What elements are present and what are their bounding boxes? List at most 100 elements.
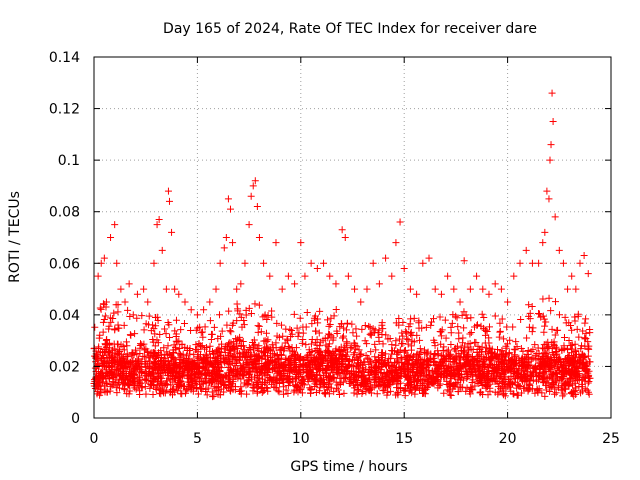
data-point: [273, 332, 281, 340]
data-point: [360, 371, 368, 379]
data-point: [523, 376, 531, 384]
data-point: [584, 379, 592, 387]
data-point: [238, 367, 246, 375]
data-point: [392, 391, 400, 399]
data-point: [316, 355, 324, 363]
data-point: [100, 382, 108, 390]
data-point: [467, 314, 475, 322]
data-point: [177, 363, 185, 371]
y-tick-label: 0: [71, 411, 80, 427]
data-point: [586, 329, 594, 337]
data-point: [427, 321, 435, 329]
data-point: [515, 382, 523, 390]
data-point: [467, 365, 475, 373]
data-point: [359, 387, 367, 395]
y-tick-label: 0.14: [49, 50, 80, 66]
data-point: [458, 347, 466, 355]
data-point: [158, 246, 166, 254]
data-point: [157, 356, 165, 364]
data-point: [541, 392, 549, 400]
data-point: [454, 366, 462, 374]
data-point: [138, 312, 146, 320]
data-point: [283, 335, 291, 343]
data-point: [539, 295, 547, 303]
data-point: [462, 360, 470, 368]
data-point: [221, 349, 229, 357]
data-point: [320, 259, 328, 267]
data-point: [357, 350, 365, 358]
data-point: [478, 343, 486, 351]
data-point: [560, 390, 568, 398]
data-point: [257, 384, 265, 392]
data-point: [237, 341, 245, 349]
data-point: [153, 221, 161, 229]
data-point: [170, 349, 178, 357]
data-point: [510, 361, 518, 369]
data-point: [535, 385, 543, 393]
data-point: [335, 390, 343, 398]
data-point: [187, 376, 195, 384]
data-point: [131, 330, 139, 338]
data-point: [571, 313, 579, 321]
data-point: [276, 375, 284, 383]
data-point: [110, 309, 118, 317]
data-point: [422, 357, 430, 365]
data-point: [243, 349, 251, 357]
data-point: [412, 357, 420, 365]
data-point: [242, 311, 250, 319]
data-point: [450, 285, 458, 293]
data-point: [561, 368, 569, 376]
data-point: [164, 319, 172, 327]
data-point: [338, 362, 346, 370]
data-point: [395, 349, 403, 357]
data-point: [105, 349, 113, 357]
data-point: [314, 319, 322, 327]
data-point: [536, 359, 544, 367]
data-point: [108, 353, 116, 361]
data-point: [249, 364, 257, 372]
data-point: [462, 367, 470, 375]
data-point: [406, 285, 414, 293]
data-point: [309, 369, 317, 377]
data-point: [470, 368, 478, 376]
data-point: [545, 294, 553, 302]
data-point: [555, 311, 563, 319]
data-point: [525, 353, 533, 361]
data-point: [327, 332, 335, 340]
data-point: [101, 312, 109, 320]
data-point: [540, 328, 548, 336]
data-point: [340, 324, 348, 332]
data-point: [278, 321, 286, 329]
data-point: [228, 321, 236, 329]
data-point: [496, 328, 504, 336]
data-point: [550, 379, 558, 387]
data-point: [282, 325, 290, 333]
data-point: [419, 389, 427, 397]
data-point: [538, 355, 546, 363]
data-point: [246, 353, 254, 361]
data-point: [531, 389, 539, 397]
data-point: [478, 310, 486, 318]
data-point: [364, 368, 372, 376]
data-point: [241, 259, 249, 267]
data-point: [506, 336, 514, 344]
data-point: [567, 367, 575, 375]
data-point: [131, 364, 139, 372]
data-point: [209, 362, 217, 370]
data-point: [255, 354, 263, 362]
data-point: [260, 259, 268, 267]
data-point: [206, 317, 214, 325]
data-point: [481, 331, 489, 339]
data-point: [546, 156, 554, 164]
data-point: [509, 323, 517, 331]
data-point: [216, 367, 224, 375]
data-point: [434, 352, 442, 360]
data-point: [530, 367, 538, 375]
data-point: [437, 340, 445, 348]
data-point: [278, 285, 286, 293]
data-point: [301, 272, 309, 280]
data-point: [451, 354, 459, 362]
data-point: [202, 363, 210, 371]
data-point: [535, 310, 543, 318]
data-point: [578, 342, 586, 350]
